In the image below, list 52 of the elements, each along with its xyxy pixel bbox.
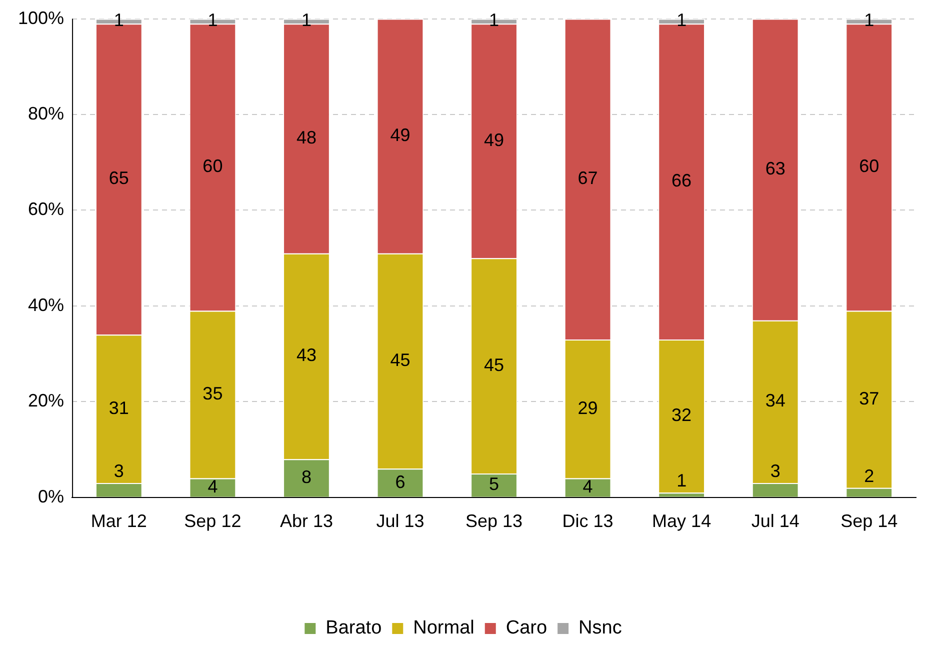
- legend-label: Normal: [413, 618, 474, 639]
- data-label: 1: [301, 10, 312, 30]
- data-label: 60: [859, 156, 880, 176]
- data-label: 1: [676, 10, 687, 30]
- data-label: 5: [489, 474, 500, 494]
- data-label: 2: [864, 466, 874, 486]
- data-label: 1: [489, 10, 500, 30]
- x-tick-label: Sep 12: [184, 511, 242, 532]
- legend-label: Nsnc: [578, 618, 622, 639]
- data-label: 34: [765, 390, 786, 411]
- data-label: 3: [770, 461, 780, 482]
- data-label: 35: [202, 383, 223, 404]
- x-tick-label: Sep 13: [465, 511, 523, 532]
- x-tick-label: Jul 13: [376, 511, 424, 532]
- data-label: 49: [484, 130, 504, 150]
- data-label: 32: [672, 405, 692, 426]
- data-label: 29: [578, 398, 598, 418]
- x-tick-label: May 14: [652, 511, 712, 532]
- data-label: 6: [395, 472, 406, 492]
- data-label: 49: [390, 125, 410, 146]
- y-tick-label: 80%: [28, 103, 64, 124]
- y-tick-label: 0%: [38, 486, 64, 506]
- y-tick-label: 100%: [18, 8, 64, 28]
- legend-label: Caro: [506, 618, 548, 639]
- data-label: 45: [484, 354, 504, 375]
- data-label: 65: [108, 168, 129, 188]
- y-tick-label: 40%: [28, 294, 64, 315]
- legend-label: Barato: [326, 618, 382, 639]
- data-label: 43: [296, 345, 316, 366]
- data-label: 1: [676, 470, 687, 491]
- data-label: 63: [765, 158, 786, 179]
- data-label: 1: [208, 10, 218, 30]
- data-label: 1: [114, 10, 124, 30]
- data-label: 31: [108, 398, 129, 418]
- data-label: 67: [578, 168, 598, 188]
- y-tick-label: 20%: [28, 390, 64, 411]
- data-label: 60: [202, 156, 223, 176]
- data-label: 37: [859, 388, 880, 408]
- data-label: 48: [296, 127, 316, 148]
- data-label: 66: [672, 170, 692, 190]
- data-label: 1: [864, 10, 874, 30]
- x-tick-label: Dic 13: [562, 511, 614, 532]
- data-label: 3: [114, 461, 124, 482]
- y-tick-label: 60%: [28, 199, 64, 220]
- x-tick-label: Abr 13: [280, 511, 333, 532]
- x-tick-label: Jul 14: [751, 511, 800, 532]
- data-label: 8: [301, 466, 312, 487]
- data-label: 4: [582, 476, 593, 497]
- data-label: 45: [390, 350, 410, 370]
- x-tick-label: Sep 14: [840, 511, 898, 532]
- x-tick-label: Mar 12: [90, 511, 147, 532]
- data-label: 4: [208, 476, 218, 497]
